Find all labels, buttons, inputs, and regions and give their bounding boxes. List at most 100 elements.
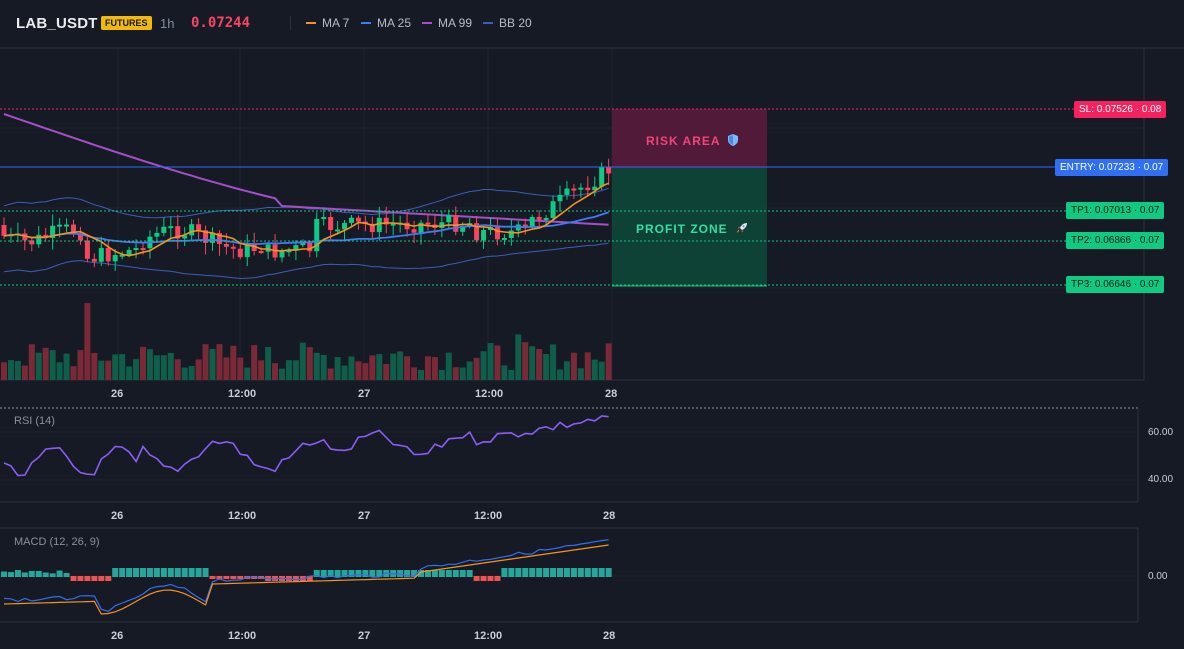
- entry-tag[interactable]: ENTRY: 0.07233 · 0.07: [1055, 159, 1169, 176]
- macd-histogram-bar: [35, 570, 42, 577]
- candle-body: [321, 217, 327, 220]
- volume-bar: [355, 361, 362, 380]
- volume-bar: [251, 345, 258, 380]
- symbol-name[interactable]: LAB_USDT: [16, 15, 98, 32]
- volume-bar: [174, 359, 181, 380]
- candle-body: [216, 233, 222, 244]
- candle-body: [307, 242, 313, 252]
- candle-body: [203, 230, 209, 243]
- volume-bar: [383, 363, 390, 380]
- macd-histogram-bar: [140, 568, 146, 577]
- shield-icon: [728, 133, 739, 148]
- candle-body: [182, 235, 188, 239]
- candle-body: [50, 225, 56, 238]
- time-label: 12:00: [474, 510, 503, 522]
- volume-bar: [119, 354, 126, 380]
- legend-ma25[interactable]: MA 25: [361, 16, 411, 30]
- volume-bar: [438, 369, 445, 380]
- candle-body: [265, 244, 271, 252]
- volume-bar: [550, 344, 557, 380]
- volume-bar: [557, 369, 563, 380]
- volume-bar: [452, 367, 459, 380]
- legend-ma7[interactable]: MA 7: [306, 16, 349, 30]
- macd-histogram-bar: [126, 568, 133, 577]
- candle-body: [460, 226, 466, 232]
- candle-body: [585, 187, 591, 191]
- candle-body: [418, 222, 424, 233]
- volume-bar: [529, 346, 536, 380]
- risk-area-label: RISK AREA: [646, 133, 739, 148]
- macd-histogram-bar: [70, 576, 77, 581]
- candle-body: [453, 215, 459, 232]
- macd-histogram-bar: [272, 576, 279, 581]
- risk-zone: [612, 109, 767, 168]
- macd-histogram-bar: [160, 568, 167, 577]
- volume-bar: [515, 334, 522, 380]
- bb-lower: [3, 242, 609, 280]
- time-label: 12:00: [228, 630, 257, 642]
- take-profit-1-tag[interactable]: TP1: 0.07013 · 0.07: [1066, 202, 1165, 219]
- candle-body: [314, 218, 320, 252]
- volume-bar: [348, 356, 355, 380]
- macd-histogram-bar: [563, 568, 570, 577]
- candle-body: [508, 230, 514, 238]
- macd-histogram-bar: [153, 568, 160, 577]
- legend-ma99[interactable]: MA 99: [422, 16, 472, 30]
- volume-bar: [258, 360, 265, 380]
- legend-bb20[interactable]: BB 20: [483, 16, 532, 30]
- candle-body: [328, 217, 334, 230]
- candle-body: [474, 223, 480, 241]
- volume-bar: [320, 354, 327, 380]
- grid-lines: [0, 47, 1184, 623]
- candle-body: [168, 226, 174, 229]
- volume-bar: [570, 352, 577, 380]
- macd-histogram-bar: [146, 568, 153, 577]
- candle-body: [446, 215, 452, 223]
- macd-histogram-bar: [557, 568, 563, 577]
- macd-histogram-bar: [21, 572, 28, 577]
- candle-body: [564, 188, 570, 195]
- macd-histogram-bar: [202, 568, 209, 577]
- candle-body: [550, 201, 556, 219]
- volume-bar: [431, 357, 438, 380]
- bb-upper: [3, 187, 609, 219]
- macd-histogram-bar: [584, 568, 591, 577]
- macd-histogram-bar: [56, 570, 63, 577]
- interval-selector[interactable]: 1h: [160, 16, 175, 31]
- macd-histogram-bar: [7, 572, 14, 577]
- macd-histogram-bar: [424, 570, 431, 577]
- macd-histogram-bar: [14, 570, 21, 577]
- time-label: 27: [358, 510, 371, 522]
- volume-bar: [181, 367, 188, 380]
- candle-body: [383, 217, 389, 225]
- volume-bar: [56, 362, 63, 380]
- candle-body: [251, 243, 257, 252]
- macd-histogram-bar: [501, 568, 508, 577]
- time-label: 26: [111, 510, 124, 522]
- macd-histogram-bar: [320, 570, 327, 577]
- macd-histogram-bar: [63, 572, 70, 577]
- candle-body: [91, 258, 97, 262]
- stop-loss-tag[interactable]: SL: 0.07526 · 0.08: [1074, 101, 1167, 118]
- macd-histogram-bar: [105, 576, 112, 581]
- macd-tick-zero: 0.00: [1148, 571, 1168, 582]
- candle-body: [119, 254, 125, 257]
- volume-bar: [466, 361, 473, 380]
- macd-histogram-bar: [1, 571, 7, 577]
- candle-body: [501, 237, 507, 240]
- volume-bar: [209, 348, 216, 380]
- candle-body: [404, 222, 410, 230]
- take-profit-3-tag[interactable]: TP3: 0.06646 · 0.07: [1066, 276, 1165, 293]
- candle-body: [439, 222, 445, 228]
- volume-bar: [404, 356, 411, 380]
- time-label: 12:00: [475, 388, 504, 400]
- take-profit-2-tag[interactable]: TP2: 0.06866 · 0.07: [1066, 232, 1165, 249]
- last-price: 0.07244: [191, 15, 251, 31]
- macd-histogram-bar: [550, 568, 557, 577]
- candle-body: [494, 227, 500, 240]
- volume-bar: [126, 366, 133, 380]
- candle-body: [189, 224, 195, 236]
- candle-body: [369, 223, 375, 233]
- candle-body: [349, 217, 354, 223]
